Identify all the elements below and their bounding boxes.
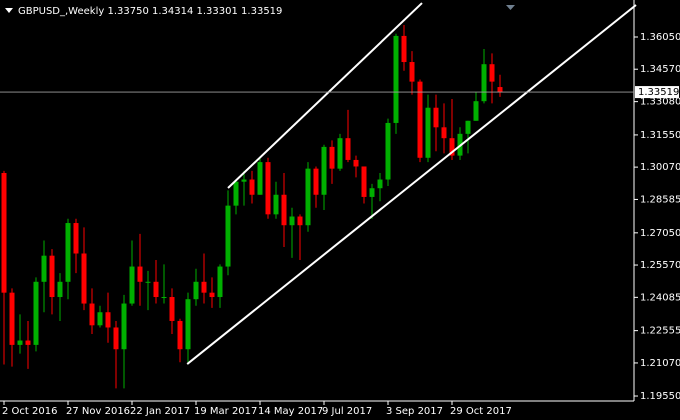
candle-body — [313, 168, 319, 195]
menu-arrow[interactable] — [5, 8, 13, 13]
candle-body — [425, 107, 431, 158]
candle-body — [353, 159, 359, 167]
candle-body — [153, 281, 159, 298]
x-tick-label: 22 Jan 2017 — [130, 406, 190, 417]
candle-body — [393, 35, 399, 123]
candle-body — [217, 266, 223, 298]
candle-body — [209, 292, 215, 298]
candle-body — [449, 138, 455, 156]
candle-body — [489, 64, 495, 82]
candle-body — [9, 292, 15, 345]
price-label: 1.33519 — [638, 87, 679, 98]
candle-body — [473, 101, 479, 121]
candle-body — [497, 87, 503, 93]
candle-body — [401, 35, 407, 63]
candle-body — [161, 297, 167, 299]
y-tick-label: 1.28585 — [640, 194, 680, 205]
candle-body — [73, 223, 79, 254]
y-tick-label: 1.36050 — [640, 32, 680, 43]
candle-body — [129, 266, 135, 304]
trend-line — [227, 2, 423, 189]
candle-body — [281, 194, 287, 226]
shift-marker — [506, 5, 515, 10]
x-tick-label: 2 Oct 2016 — [2, 406, 57, 417]
x-tick-label: 14 May 2017 — [258, 406, 323, 417]
candle-body — [305, 168, 311, 226]
y-tick-label: 1.25570 — [640, 260, 680, 271]
candle-body — [41, 255, 47, 282]
candle-body — [345, 138, 351, 160]
candle-body — [321, 146, 327, 195]
candle-body — [177, 320, 183, 350]
candle-body — [17, 340, 23, 345]
candle-body — [361, 166, 367, 197]
y-tick-label: 1.33080 — [640, 97, 680, 108]
x-tick-label: 9 Jul 2017 — [322, 406, 372, 417]
candle-body — [25, 340, 31, 345]
x-tick-label: 19 Mar 2017 — [194, 406, 257, 417]
candle-body — [233, 181, 239, 206]
candle-body — [185, 299, 191, 350]
chart-title: GBPUSD_,Weekly 1.33750 1.34314 1.33301 1… — [18, 6, 282, 17]
candle-body — [1, 172, 7, 293]
candle-body — [257, 162, 263, 195]
candle-body — [65, 223, 71, 282]
trend-line — [186, 4, 637, 365]
y-tick-label: 1.30070 — [640, 162, 680, 173]
candle-body — [377, 179, 383, 189]
y-tick-label: 1.27050 — [640, 228, 680, 239]
candle-body — [241, 179, 247, 182]
y-tick-label: 1.34570 — [640, 64, 680, 75]
candle-body — [169, 297, 175, 321]
candle-body — [265, 162, 271, 215]
candle-body — [465, 120, 471, 134]
candle-body — [369, 188, 375, 197]
candle-body — [193, 281, 199, 300]
candle-body — [225, 205, 231, 267]
candle-body — [385, 122, 391, 180]
y-tick-label: 1.31550 — [640, 130, 680, 141]
candle-body — [137, 266, 143, 282]
candle-body — [441, 127, 447, 139]
x-tick-label: 27 Nov 2016 — [66, 406, 130, 417]
candle-body — [249, 179, 255, 195]
candle-body — [89, 303, 95, 326]
candle-body — [297, 216, 303, 226]
candle-body — [113, 327, 119, 350]
candle-body — [201, 281, 207, 293]
y-tick-label: 1.21070 — [640, 358, 680, 369]
candle-body — [97, 312, 103, 326]
candle-body — [433, 107, 439, 128]
candle-body — [49, 255, 55, 298]
candle-body — [417, 81, 423, 158]
candle-body — [289, 216, 295, 226]
y-tick-label: 1.24085 — [640, 292, 680, 303]
x-tick-label: 29 Oct 2017 — [450, 406, 512, 417]
y-tick-label: 1.22555 — [640, 326, 680, 337]
candle-body — [105, 312, 111, 328]
candle-body — [481, 64, 487, 102]
candle-body — [121, 303, 127, 350]
y-tick-label: 1.19550 — [640, 391, 680, 402]
x-tick-label: 3 Sep 2017 — [386, 406, 443, 417]
candle-body — [145, 281, 151, 283]
candle-body — [337, 138, 343, 169]
candle-body — [33, 281, 39, 345]
candle-body — [81, 253, 87, 304]
candle-body — [329, 146, 335, 169]
price-label-box — [635, 86, 679, 99]
candle-body — [273, 194, 279, 215]
candle-body — [57, 281, 63, 298]
candle-body — [409, 62, 415, 82]
